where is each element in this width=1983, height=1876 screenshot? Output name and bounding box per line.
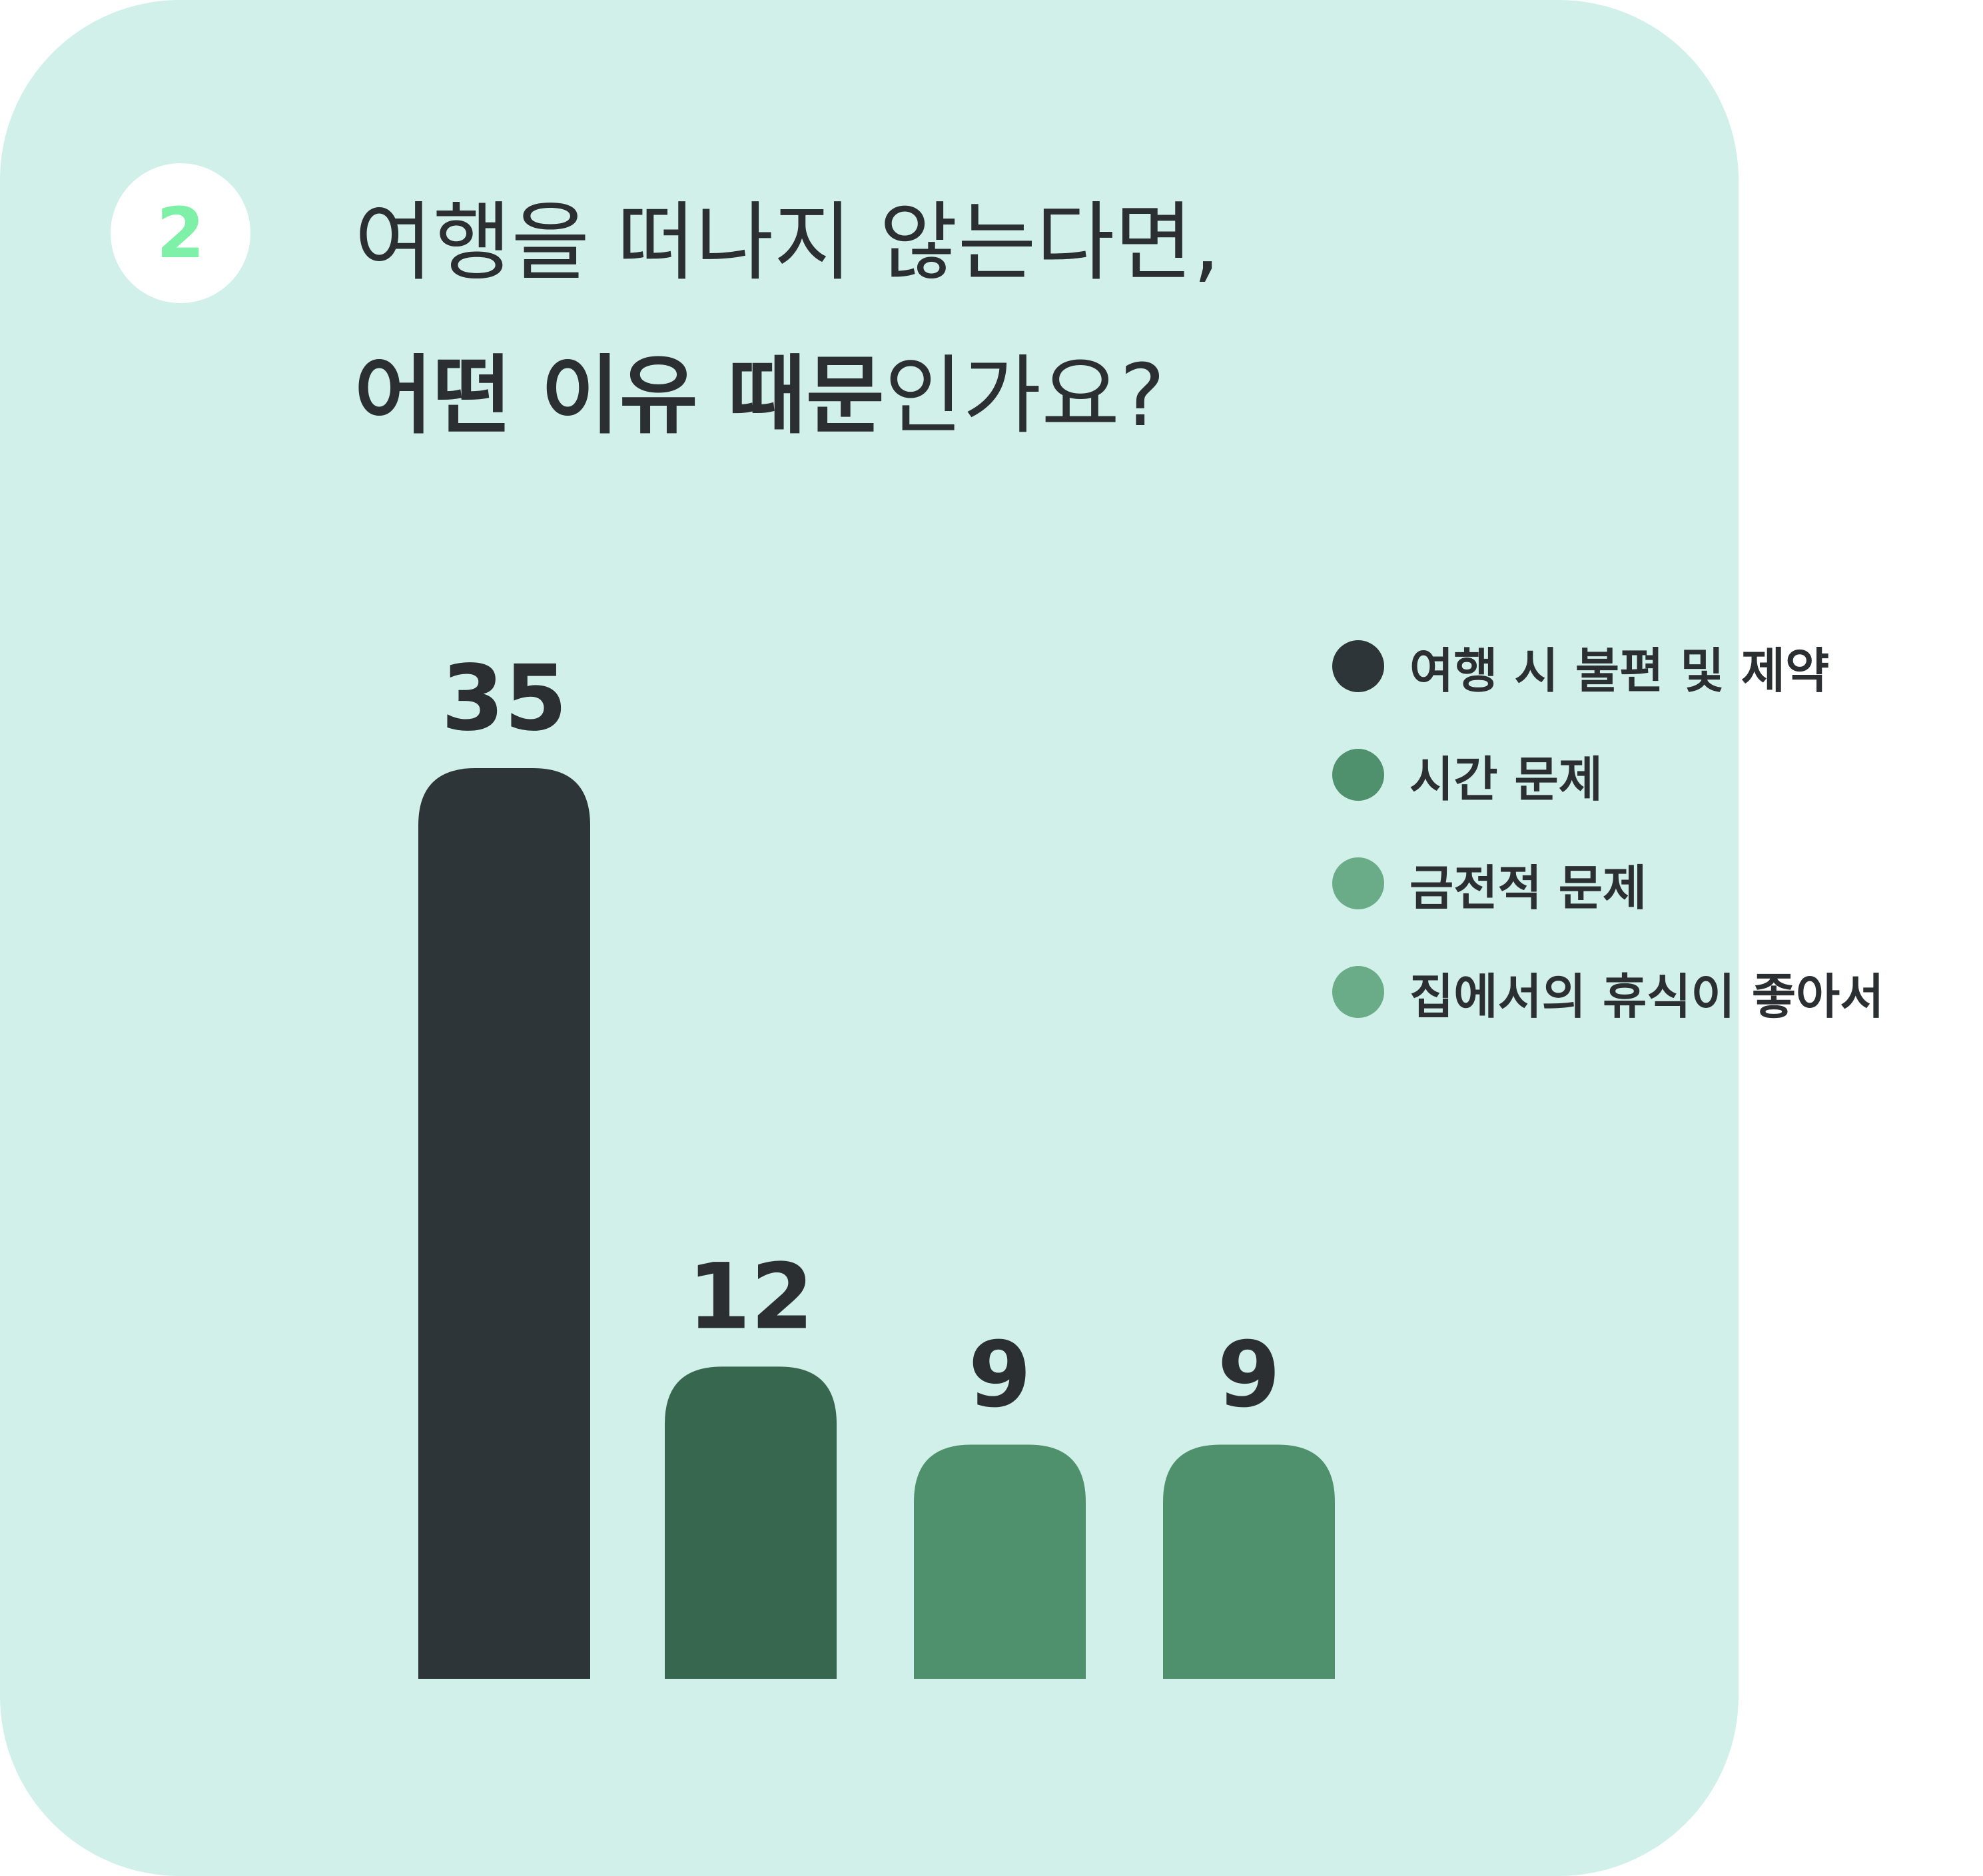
title-line-2-light: 인가요? <box>884 346 1165 446</box>
legend-item: 시간 문제 <box>1332 748 1884 807</box>
legend-label: 시간 문제 <box>1409 751 1603 807</box>
bar <box>914 1444 1086 1679</box>
legend-swatch <box>1332 749 1384 801</box>
legend: 여행 시 불편 및 제약 시간 문제 금전적 문제 집에서의 휴식이 좋아서 <box>1332 640 1884 1074</box>
legend-item: 금전적 문제 <box>1332 857 1884 916</box>
title-line-2: 어떤 이유 때문인가요? <box>354 320 1220 473</box>
title-line-1: 여행을 떠나지 않는다면, <box>354 193 1220 292</box>
bar <box>1163 1444 1335 1679</box>
legend-swatch <box>1332 857 1384 909</box>
question-number: 2 <box>156 193 205 274</box>
legend-swatch <box>1332 966 1384 1018</box>
legend-item: 여행 시 불편 및 제약 <box>1332 640 1884 699</box>
question-number-badge: 2 <box>111 163 250 303</box>
chart-card <box>0 0 1739 1876</box>
legend-swatch <box>1332 640 1384 692</box>
legend-label: 집에서의 휴식이 좋아서 <box>1409 968 1884 1025</box>
bar-value-label: 12 <box>687 1244 813 1350</box>
bar-value-label: 9 <box>969 1322 1032 1428</box>
bar <box>418 768 590 1679</box>
legend-label: 금전적 문제 <box>1409 859 1647 916</box>
legend-label: 여행 시 불편 및 제약 <box>1409 642 1830 699</box>
title-line-2-bold: 어떤 이유 때문 <box>354 346 885 446</box>
bar-value-label: 9 <box>1218 1322 1281 1428</box>
legend-item: 집에서의 휴식이 좋아서 <box>1332 965 1884 1025</box>
question-title: 여행을 떠나지 않는다면, 어떤 이유 때문인가요? <box>354 167 1220 473</box>
bar-value-label: 35 <box>441 646 567 751</box>
bar <box>665 1366 837 1679</box>
